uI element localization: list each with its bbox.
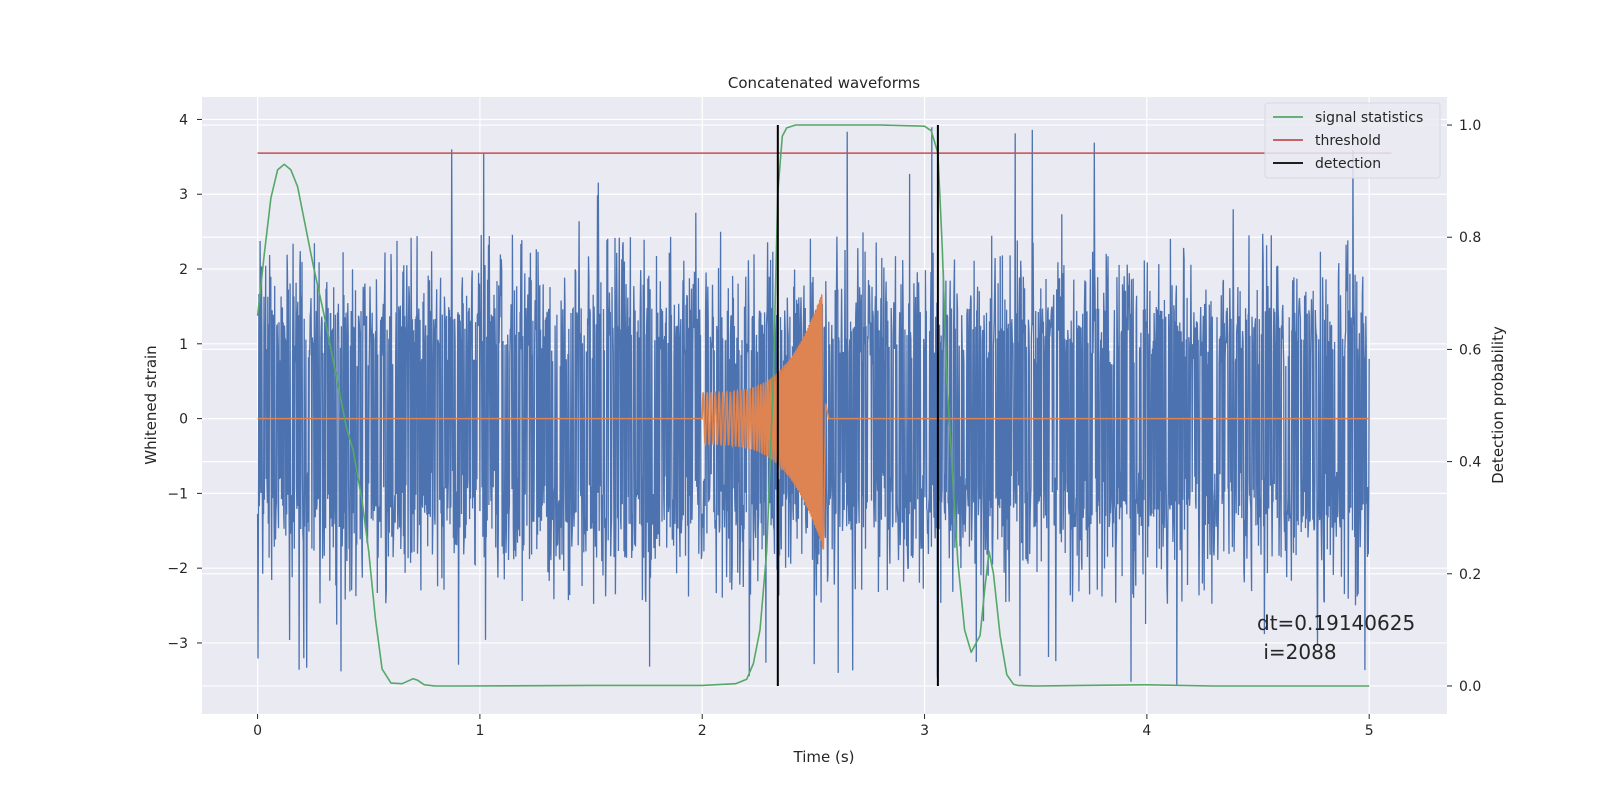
x-tick-label: 1 [475, 723, 484, 739]
y-tick-label-left: 4 [179, 112, 188, 128]
y-tick-label-left: −1 [167, 486, 188, 502]
annotation-dt: dt=0.19140625 [1257, 611, 1415, 635]
legend-box [1264, 102, 1441, 179]
legend-label: detection [1315, 156, 1381, 172]
annotation-i: i=2088 [1257, 640, 1337, 664]
ticks: 0 1 2 3 4 5 −3 −2 −1 0 1 2 3 4 0.0 0.2 0.4 0.6 0.8 1.0 [167, 112, 1481, 739]
x-tick-label: 3 [920, 723, 929, 739]
y-tick-label-left: −3 [167, 636, 188, 652]
x-tick-label: 4 [1142, 723, 1151, 739]
y-tick-label-right: 0.2 [1459, 567, 1481, 583]
x-tick-label: 0 [253, 723, 262, 739]
chart-title: Concatenated waveforms [728, 74, 920, 92]
x-tick-label: 2 [698, 723, 707, 739]
annotation: dt=0.19140625 i=2088 [1257, 611, 1415, 664]
x-tick-label: 5 [1365, 723, 1374, 739]
y-tick-label-left: 2 [179, 262, 188, 278]
y-axis-label-right: Detection probability [1489, 326, 1507, 484]
legend: signal statistics threshold detection [1264, 102, 1441, 179]
legend-label: threshold [1315, 133, 1381, 149]
y-tick-label-left: 1 [179, 337, 188, 353]
series-signal-statistics [256, 124, 1370, 687]
y-tick-label-right: 0.4 [1459, 455, 1481, 471]
series-injected-waveform [257, 294, 1370, 550]
y-tick-label-left: 3 [179, 187, 188, 203]
x-axis-label: Time (s) [793, 748, 855, 766]
y-tick-label-right: 0.6 [1459, 342, 1481, 358]
y-tick-label-left: −2 [167, 561, 188, 577]
y-tick-label-right: 0.8 [1459, 230, 1481, 246]
plot-series [256, 124, 1392, 687]
y-tick-label-right: 0.0 [1459, 679, 1481, 695]
legend-label: signal statistics [1315, 110, 1423, 126]
y-tick-label-left: 0 [179, 412, 188, 428]
y-tick-label-right: 1.0 [1459, 118, 1481, 134]
y-axis-label-left: Whitened strain [142, 345, 160, 464]
